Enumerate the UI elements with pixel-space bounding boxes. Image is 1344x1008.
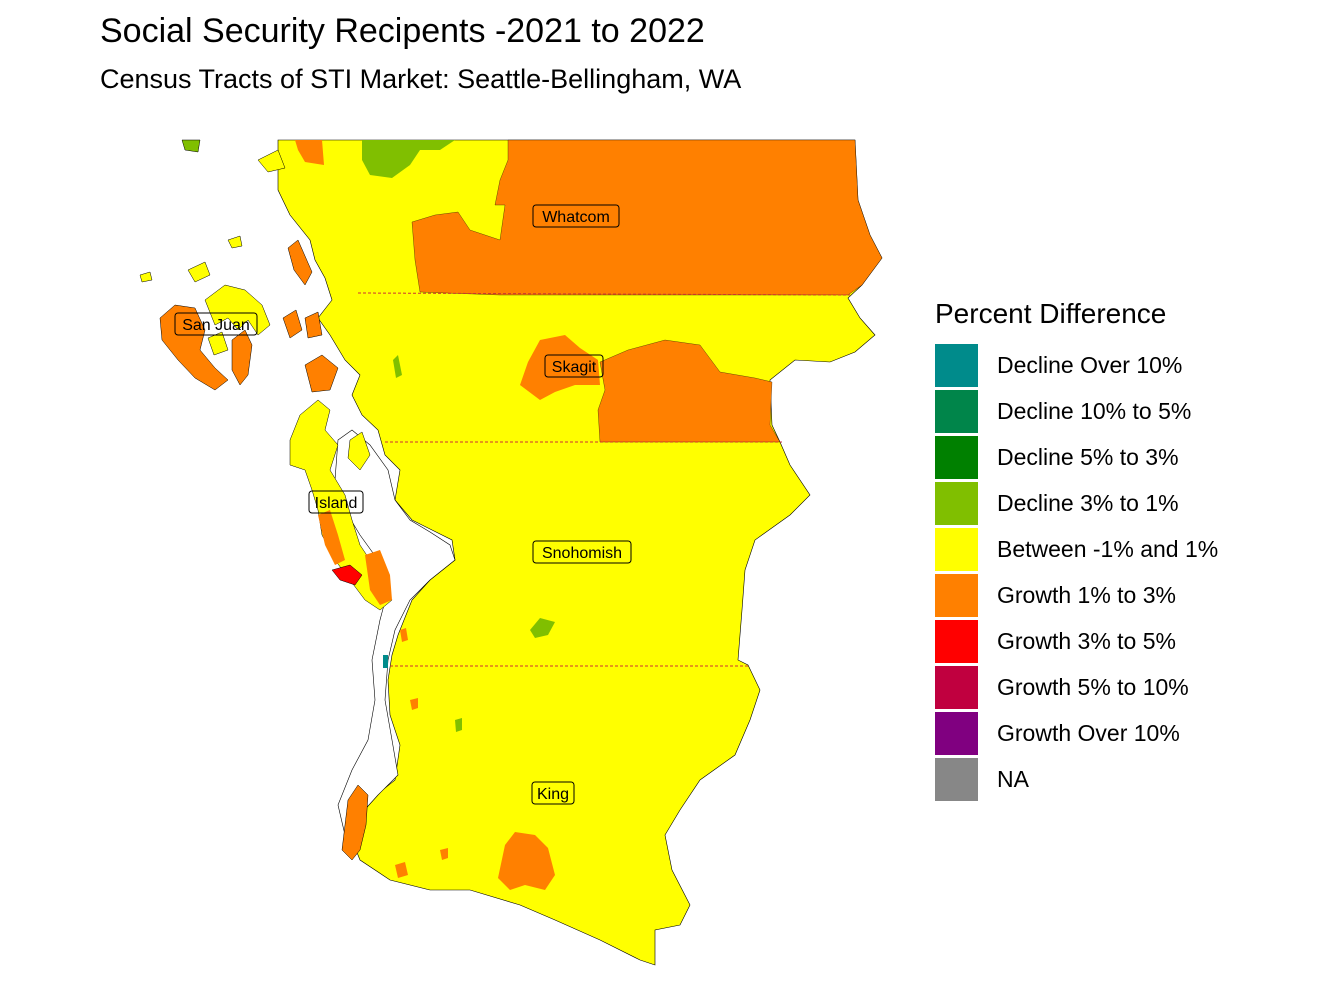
legend-label: Decline 3% to 1% — [997, 489, 1179, 516]
legend-swatch — [935, 619, 978, 663]
svg-text:San Juan: San Juan — [182, 317, 250, 334]
legend-item: Growth 5% to 10% — [935, 664, 1218, 710]
svg-text:Whatcom: Whatcom — [542, 209, 610, 226]
legend-label: NA — [997, 765, 1029, 792]
legend-swatch — [935, 573, 978, 617]
label-king: King — [531, 781, 575, 805]
snohomish-lightgreen-tract — [530, 618, 555, 638]
orcas-island — [204, 284, 271, 336]
skagit-orange-central — [520, 335, 600, 400]
svg-text:Skagit: Skagit — [552, 359, 597, 376]
map-title: Social Security Recipents -2021 to 2022 — [100, 12, 705, 50]
lopez-island — [231, 329, 253, 386]
small-islet-2 — [139, 271, 153, 283]
legend: Percent Difference Decline Over 10% Decli… — [935, 298, 1218, 802]
king-orange-small-2 — [395, 862, 408, 878]
legend-swatch — [935, 435, 978, 479]
legend-label: Decline 5% to 3% — [997, 443, 1179, 470]
svg-text:King: King — [537, 786, 569, 803]
legend-item: Decline Over 10% — [935, 342, 1218, 388]
legend-swatch — [935, 711, 978, 755]
label-san-juan: San Juan — [174, 312, 258, 336]
vashon-island — [341, 784, 369, 861]
small-islet-1 — [227, 235, 243, 249]
legend-item: Growth 1% to 3% — [935, 572, 1218, 618]
legend-swatch — [935, 527, 978, 571]
legend-items: Decline Over 10% Decline 10% to 5% Decline… — [935, 342, 1218, 802]
legend-swatch — [935, 757, 978, 801]
snohomish-orange-small — [400, 628, 408, 642]
legend-item: Growth 3% to 5% — [935, 618, 1218, 664]
whatcom-lightgreen-north — [362, 140, 455, 178]
legend-item: NA — [935, 756, 1218, 802]
legend-swatch — [935, 665, 978, 709]
snohomish-teal-tract — [383, 655, 388, 668]
legend-label: Growth Over 10% — [997, 719, 1180, 746]
mainland-region — [277, 139, 883, 966]
label-skagit: Skagit — [544, 354, 604, 378]
legend-item: Between -1% and 1% — [935, 526, 1218, 572]
shaw-island — [207, 331, 229, 356]
legend-label: Decline 10% to 5% — [997, 397, 1192, 424]
king-orange-southeast — [498, 832, 555, 890]
legend-title: Percent Difference — [935, 298, 1167, 329]
legend-item: Decline 5% to 3% — [935, 434, 1218, 480]
choropleth-map: Whatcom San Juan Skagit Island Snohomish… — [139, 139, 883, 966]
legend-item: Decline 3% to 1% — [935, 480, 1218, 526]
legend-label: Decline Over 10% — [997, 351, 1183, 378]
legend-swatch — [935, 389, 978, 433]
whatcom-orange-north — [295, 140, 324, 165]
boundary-whatcom-skagit — [357, 292, 851, 296]
legend-swatch — [935, 481, 978, 525]
camano-island — [347, 431, 371, 471]
label-whatcom: Whatcom — [532, 204, 620, 228]
point-roberts — [181, 139, 201, 153]
label-snohomish: Snohomish — [532, 540, 632, 564]
cypress-island — [304, 311, 323, 339]
legend-item: Decline 10% to 5% — [935, 388, 1218, 434]
whidbey-orange-south — [365, 550, 392, 605]
skagit-orange-east — [597, 339, 781, 443]
map-subtitle: Census Tracts of STI Market: Seattle-Bel… — [100, 64, 742, 94]
king-orange-small-3 — [440, 848, 448, 860]
legend-swatch — [935, 343, 978, 387]
fidalgo-island — [304, 354, 339, 393]
waldron-island — [257, 149, 286, 173]
sucia-island — [187, 261, 211, 283]
legend-label: Growth 3% to 5% — [997, 627, 1176, 654]
king-lightgreen-tract — [455, 718, 462, 732]
legend-item: Growth Over 10% — [935, 710, 1218, 756]
snohomish-lightgreen-small — [393, 355, 402, 378]
svg-text:Snohomish: Snohomish — [542, 545, 622, 562]
whidbey-red-tract — [331, 564, 363, 586]
guemes-island — [282, 309, 303, 339]
label-island: Island — [308, 490, 364, 514]
san-juan-island — [159, 304, 229, 391]
legend-label: Growth 5% to 10% — [997, 673, 1189, 700]
legend-label: Growth 1% to 3% — [997, 581, 1176, 608]
whatcom-orange-tract — [411, 139, 883, 296]
lummi-island — [287, 239, 313, 286]
svg-text:Island: Island — [315, 495, 358, 512]
whidbey-orange-tract — [318, 510, 345, 565]
king-orange-small-1 — [410, 698, 418, 710]
legend-label: Between -1% and 1% — [997, 535, 1219, 562]
